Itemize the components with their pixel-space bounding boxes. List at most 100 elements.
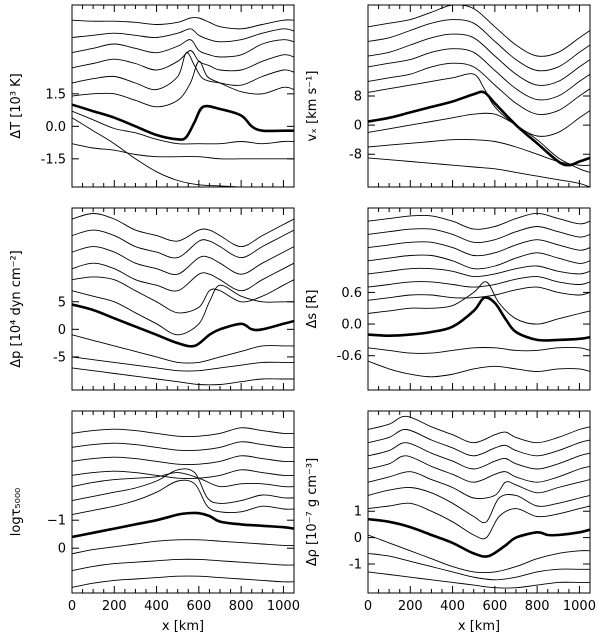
series-line bbox=[72, 455, 294, 466]
series-line bbox=[368, 281, 590, 325]
series-line bbox=[368, 212, 590, 230]
series-line-highlighted bbox=[368, 296, 590, 342]
series-line bbox=[72, 52, 294, 91]
series-line bbox=[368, 112, 590, 173]
plot-frame bbox=[71, 4, 295, 188]
series-line bbox=[72, 213, 294, 248]
series-line bbox=[72, 17, 294, 30]
series-line bbox=[368, 552, 590, 581]
series-line bbox=[72, 60, 294, 108]
series-line bbox=[368, 19, 590, 72]
x-tick-label: 200 bbox=[102, 599, 127, 614]
x-axis-label: x [km] bbox=[162, 619, 204, 634]
plot-frame bbox=[367, 207, 591, 391]
series-line bbox=[72, 50, 294, 72]
series-line-highlighted bbox=[368, 90, 590, 167]
x-tick-label: 0 bbox=[364, 599, 372, 614]
plot-frame bbox=[367, 410, 591, 594]
series-line bbox=[368, 73, 590, 137]
y-tick-label: -0.6 bbox=[337, 349, 362, 364]
y-tick-label: -5 bbox=[53, 350, 66, 365]
y-tick-label: 0 bbox=[58, 323, 66, 338]
y-tick-label: 8 bbox=[354, 90, 362, 105]
series-line bbox=[368, 239, 590, 257]
y-tick-label: -8 bbox=[349, 148, 362, 163]
x-tick-label: 600 bbox=[186, 599, 211, 614]
series-line bbox=[72, 229, 294, 259]
series-line bbox=[368, 276, 590, 288]
y-tick-label: 0.0 bbox=[341, 318, 362, 333]
x-tick-label: 1000 bbox=[563, 599, 596, 614]
series-line bbox=[72, 479, 294, 516]
series-line-highlighted bbox=[368, 517, 590, 558]
series-line bbox=[368, 429, 590, 457]
series-line bbox=[368, 62, 590, 116]
y-tick-label: 0 bbox=[354, 531, 362, 546]
panel-velocity: 8 0 -8 vₓ [km s⁻¹] bbox=[305, 4, 591, 188]
series-line bbox=[72, 28, 294, 43]
series-line bbox=[72, 469, 294, 480]
series-line bbox=[368, 286, 590, 301]
x-tick-label: 200 bbox=[398, 599, 423, 614]
series-line bbox=[72, 539, 294, 555]
x-tick-label: 400 bbox=[440, 599, 465, 614]
series-line-highlighted bbox=[72, 103, 294, 141]
series-line bbox=[368, 415, 590, 444]
y-tick-label: 1.5 bbox=[45, 87, 66, 102]
series-line bbox=[72, 427, 294, 438]
x-tick-label: 0 bbox=[68, 599, 76, 614]
series-line bbox=[368, 471, 590, 499]
series-line bbox=[72, 468, 294, 504]
y-axis-label: ΔT [10³ K] bbox=[9, 73, 24, 139]
series-line bbox=[368, 139, 590, 166]
panel-density: 0 200 400 600 800 1000 1 0 -1 Δρ [10⁻⁷ g cm⁻³] x [… bbox=[305, 410, 596, 634]
series-line bbox=[368, 486, 590, 524]
series-line bbox=[72, 356, 294, 372]
plot-frame bbox=[71, 410, 295, 594]
series-line bbox=[368, 360, 590, 378]
x-axis-label: x [km] bbox=[458, 619, 500, 634]
series-line bbox=[368, 265, 590, 278]
series-line-highlighted bbox=[72, 303, 294, 348]
y-tick-label: 5 bbox=[58, 295, 66, 310]
y-tick-label: 0 bbox=[58, 542, 66, 557]
series-line bbox=[368, 226, 590, 243]
series-line bbox=[72, 334, 294, 364]
series-line bbox=[368, 252, 590, 270]
series-line bbox=[72, 441, 294, 452]
x-tick-label: 800 bbox=[229, 599, 254, 614]
series-line bbox=[72, 246, 294, 276]
panel-pressure: 5 0 -5 Δp [10⁴ dyn cm⁻²] bbox=[9, 207, 295, 391]
series-line bbox=[368, 33, 590, 86]
x-tick-label: 400 bbox=[144, 599, 169, 614]
series-line bbox=[368, 347, 590, 354]
series-line bbox=[72, 143, 294, 160]
y-tick-label: 0.0 bbox=[45, 120, 66, 135]
x-tick-label: 600 bbox=[482, 599, 507, 614]
y-axis-label: Δp [10⁴ dyn cm⁻²] bbox=[9, 250, 24, 368]
x-tick-label: 800 bbox=[525, 599, 550, 614]
panel-temperature: 1.5 0.0 -1.5 ΔT [10³ K] bbox=[9, 4, 295, 188]
series-line bbox=[368, 455, 590, 483]
series-line bbox=[368, 502, 590, 540]
series-line bbox=[72, 472, 294, 488]
panel-entropy: 0.6 0.0 -0.6 Δs [R] bbox=[305, 207, 591, 391]
y-tick-label: 0 bbox=[354, 119, 362, 134]
series-line bbox=[368, 157, 590, 187]
series-line bbox=[368, 571, 590, 589]
series-line bbox=[72, 117, 294, 187]
y-axis-label: Δs [R] bbox=[305, 290, 320, 329]
y-tick-label: 0.6 bbox=[341, 286, 362, 301]
plot-frame bbox=[71, 207, 295, 391]
series-line bbox=[72, 276, 294, 314]
series-line bbox=[368, 5, 590, 57]
y-tick-label: -1.5 bbox=[41, 152, 66, 167]
series-line bbox=[72, 262, 294, 292]
series-line bbox=[72, 284, 294, 336]
series-line bbox=[72, 110, 294, 145]
y-tick-label: −1 bbox=[47, 514, 66, 529]
panel-optical-depth: 0 200 400 600 800 1000 −1 0 logτ₅₀₀₀ x [km] bbox=[9, 410, 300, 634]
y-axis-label: logτ₅₀₀₀ bbox=[9, 488, 24, 537]
y-axis-label: vₓ [km s⁻¹] bbox=[305, 71, 320, 142]
